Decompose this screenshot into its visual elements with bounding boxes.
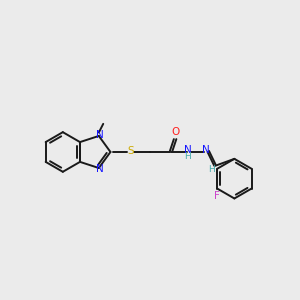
- Text: H: H: [208, 165, 215, 174]
- Text: F: F: [214, 190, 220, 200]
- Text: O: O: [172, 127, 180, 137]
- Text: N: N: [202, 145, 209, 155]
- Text: H: H: [184, 152, 191, 161]
- Text: S: S: [127, 146, 134, 157]
- Text: N: N: [96, 130, 104, 140]
- Text: N: N: [184, 145, 192, 155]
- Text: N: N: [96, 164, 104, 174]
